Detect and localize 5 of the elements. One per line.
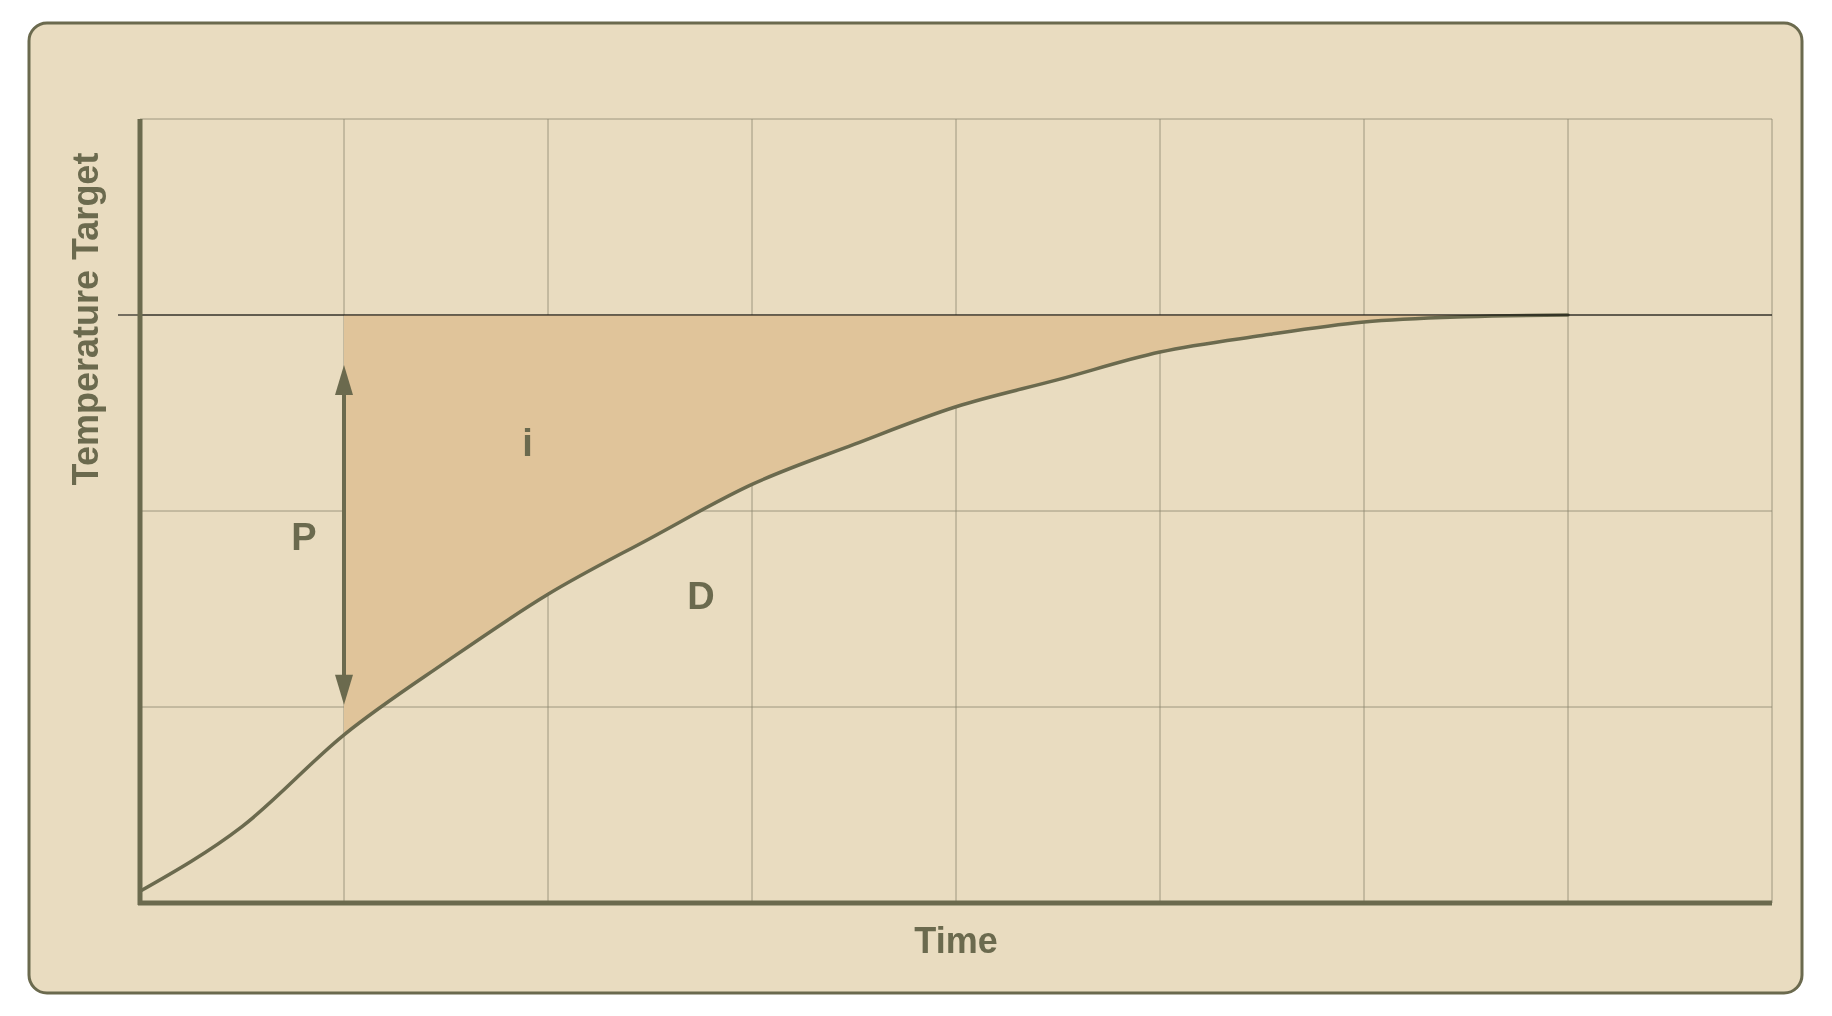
annotation: i [522, 422, 533, 465]
y-axis-title: Temperature Target [65, 152, 106, 486]
annotation: P [291, 515, 317, 558]
x-axis-title: Time [914, 920, 998, 961]
annotation: D [687, 575, 715, 617]
